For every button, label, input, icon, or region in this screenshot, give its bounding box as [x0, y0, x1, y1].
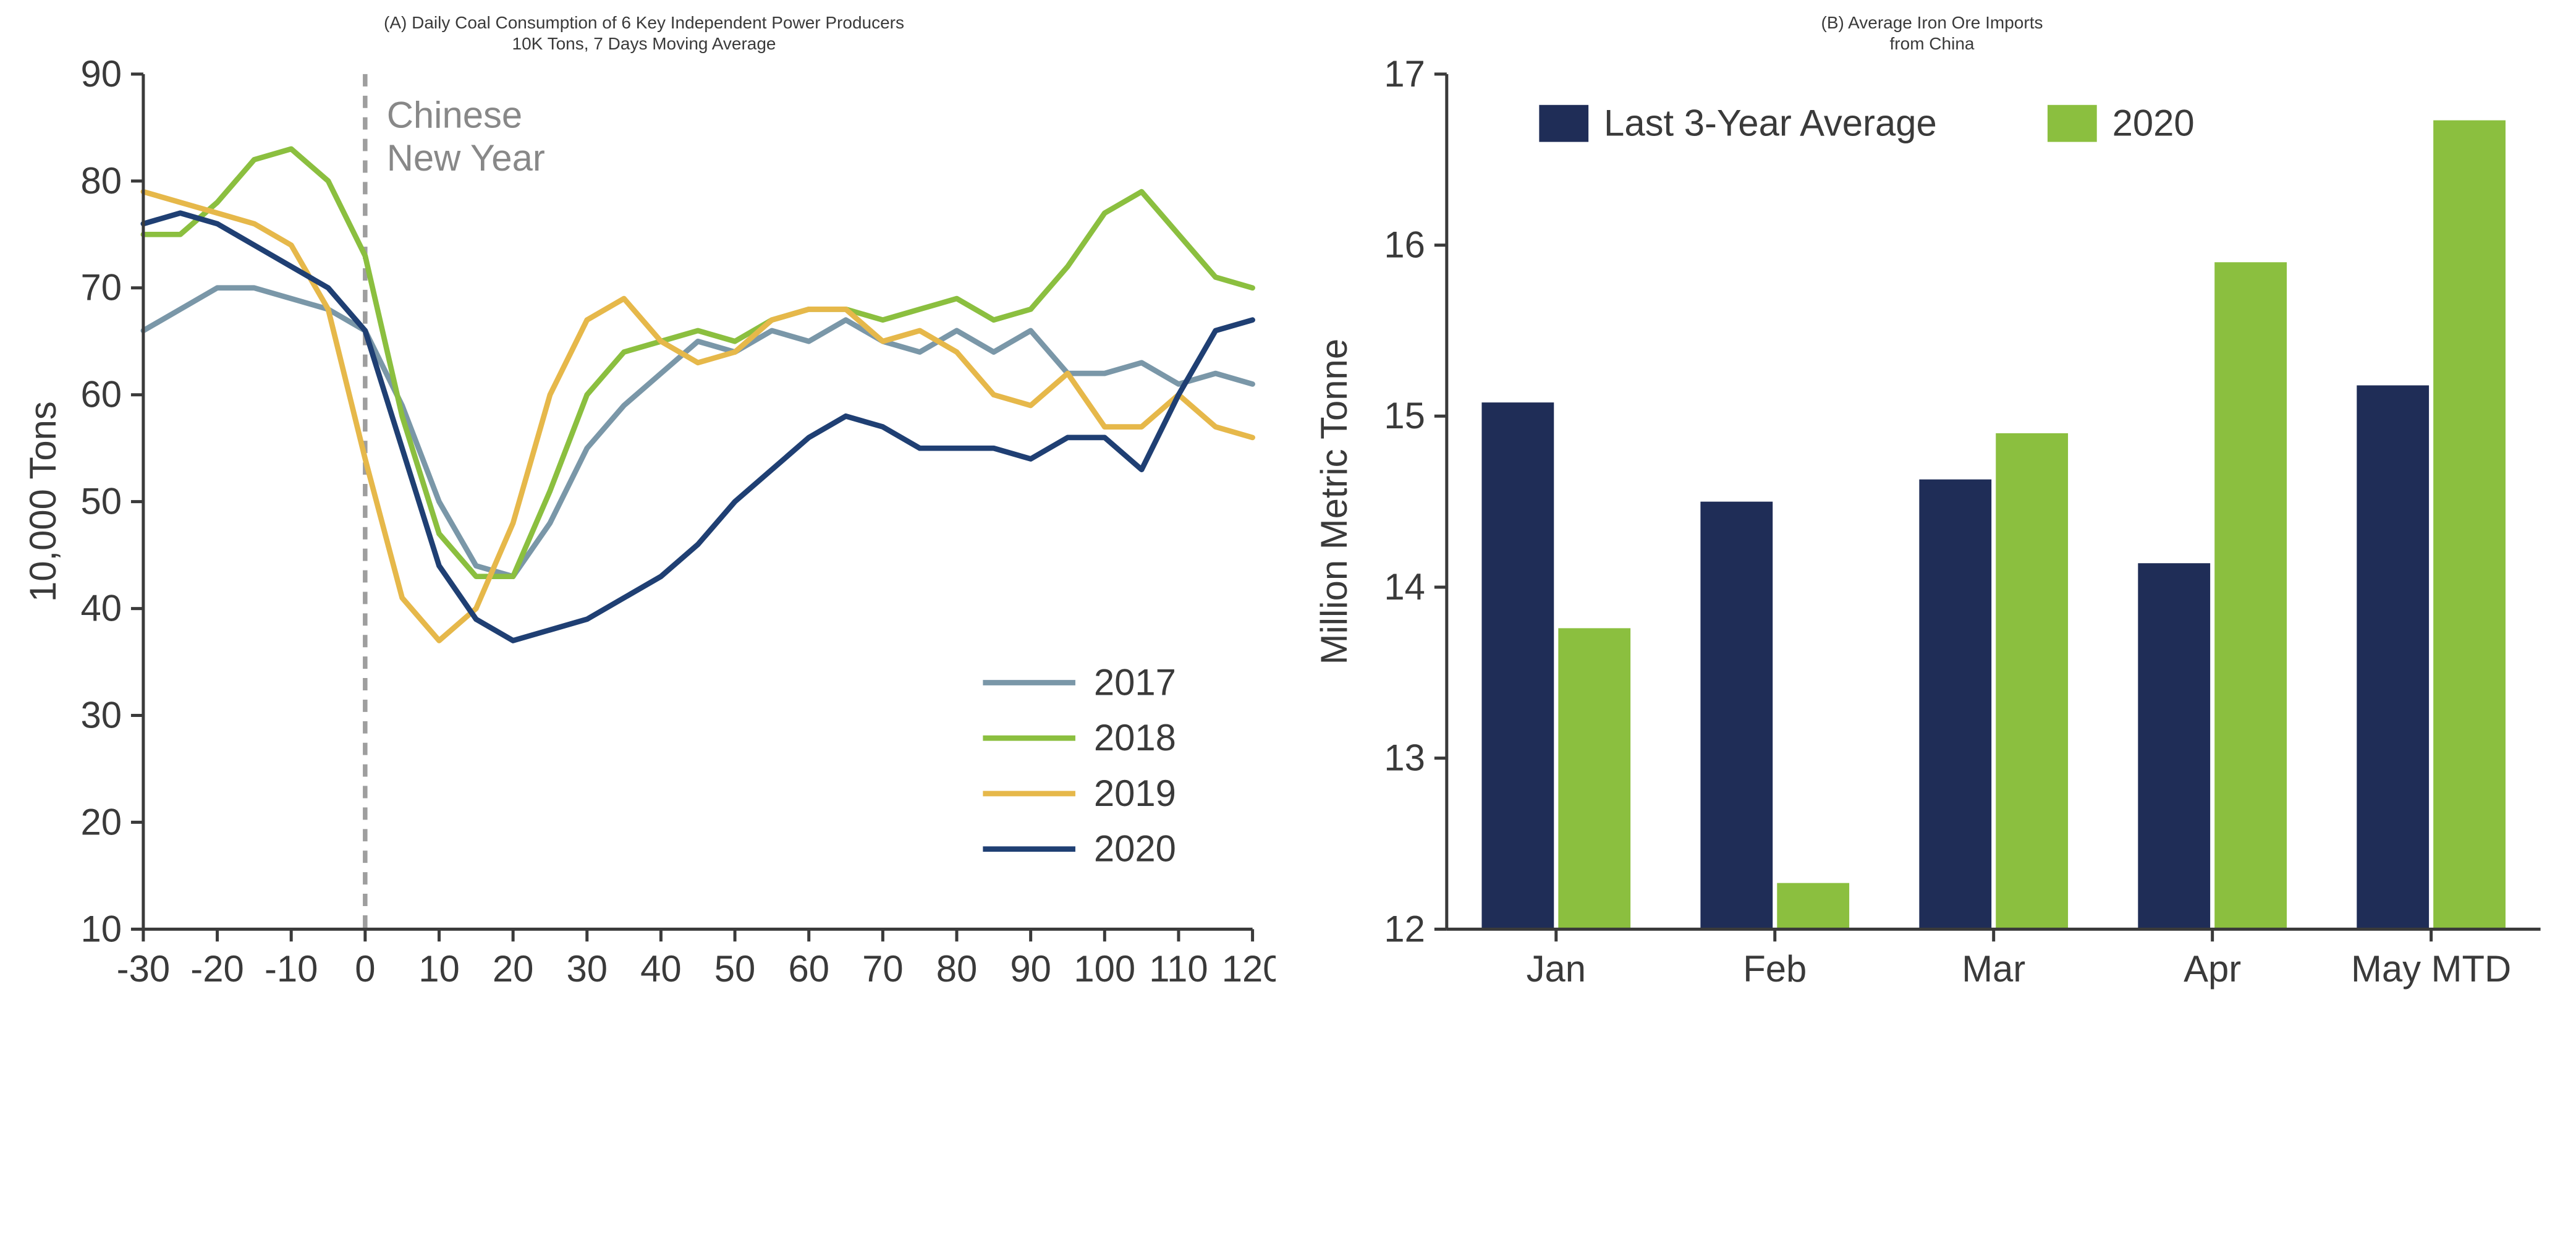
svg-text:15: 15: [1384, 395, 1425, 436]
right-bar-chart: 12 13 14 15 16 17 Jan Feb Mar Apr May MTD Million M…: [1300, 59, 2564, 1014]
svg-text:10,000 Tons: 10,000 Tons: [22, 401, 64, 602]
svg-text:Feb: Feb: [1743, 948, 1807, 990]
svg-text:100: 100: [1074, 948, 1135, 990]
svg-text:10: 10: [80, 908, 122, 949]
svg-text:-10: -10: [265, 948, 318, 990]
svg-text:80: 80: [80, 160, 122, 201]
right-panel: (B) Average Iron Ore Imports from China …: [1300, 12, 2564, 1014]
panels-container: (A) Daily Coal Consumption of 6 Key Inde…: [12, 12, 2564, 1014]
svg-text:2017: 2017: [1094, 662, 1176, 703]
svg-text:13: 13: [1384, 737, 1425, 779]
svg-text:70: 70: [862, 948, 904, 990]
svg-text:50: 50: [80, 481, 122, 522]
svg-text:110: 110: [1149, 948, 1208, 990]
svg-text:17: 17: [1384, 59, 1425, 95]
svg-text:New Year: New Year: [387, 137, 545, 179]
svg-text:2020: 2020: [1094, 828, 1176, 870]
svg-text:Mar: Mar: [1962, 948, 2025, 990]
svg-text:May MTD: May MTD: [2351, 948, 2511, 990]
right-title-line2: from China: [1890, 34, 1975, 53]
left-chart-box: 10 20 30 40 50 60 70 80 90 -30 -20 -10 0 10 20 30 40 50 60…: [12, 59, 1276, 1014]
svg-text:Million Metric Tonne: Million Metric Tonne: [1313, 339, 1355, 664]
svg-text:Chinese: Chinese: [387, 95, 522, 136]
svg-text:16: 16: [1384, 224, 1425, 266]
svg-text:Jan: Jan: [1527, 948, 1586, 990]
right-chart-title: (B) Average Iron Ore Imports from China: [1300, 12, 2564, 54]
left-title-line2: 10K Tons, 7 Days Moving Average: [512, 34, 776, 53]
left-title-line1: (A) Daily Coal Consumption of 6 Key Inde…: [384, 13, 904, 32]
svg-text:12: 12: [1384, 908, 1425, 949]
left-panel: (A) Daily Coal Consumption of 6 Key Inde…: [12, 12, 1276, 1014]
svg-text:60: 60: [80, 374, 122, 415]
svg-text:2018: 2018: [1094, 717, 1176, 758]
svg-text:0: 0: [355, 948, 375, 990]
left-chart-title: (A) Daily Coal Consumption of 6 Key Inde…: [12, 12, 1276, 54]
svg-text:40: 40: [80, 588, 122, 629]
svg-text:80: 80: [936, 948, 978, 990]
svg-text:14: 14: [1384, 566, 1425, 608]
right-chart-box: 12 13 14 15 16 17 Jan Feb Mar Apr May MTD Million M…: [1300, 59, 2564, 1014]
svg-text:-20: -20: [190, 948, 244, 990]
left-line-chart: 10 20 30 40 50 60 70 80 90 -30 -20 -10 0 10 20 30 40 50 60…: [12, 59, 1276, 1014]
svg-text:90: 90: [80, 59, 122, 95]
svg-text:20: 20: [493, 948, 534, 990]
svg-text:60: 60: [788, 948, 829, 990]
svg-text:90: 90: [1010, 948, 1051, 990]
right-title-line1: (B) Average Iron Ore Imports: [1821, 13, 2043, 32]
svg-text:30: 30: [567, 948, 608, 990]
svg-text:120: 120: [1222, 948, 1276, 990]
svg-text:-30: -30: [117, 948, 170, 990]
svg-text:40: 40: [640, 948, 682, 990]
svg-text:20: 20: [80, 802, 122, 843]
svg-text:Last 3-Year Average: Last 3-Year Average: [1604, 103, 1937, 144]
svg-text:10: 10: [418, 948, 460, 990]
svg-text:Apr: Apr: [2184, 948, 2241, 990]
svg-text:2020: 2020: [2112, 103, 2195, 144]
svg-text:70: 70: [80, 267, 122, 308]
svg-text:30: 30: [80, 695, 122, 736]
svg-text:2019: 2019: [1094, 773, 1176, 814]
svg-text:50: 50: [714, 948, 756, 990]
